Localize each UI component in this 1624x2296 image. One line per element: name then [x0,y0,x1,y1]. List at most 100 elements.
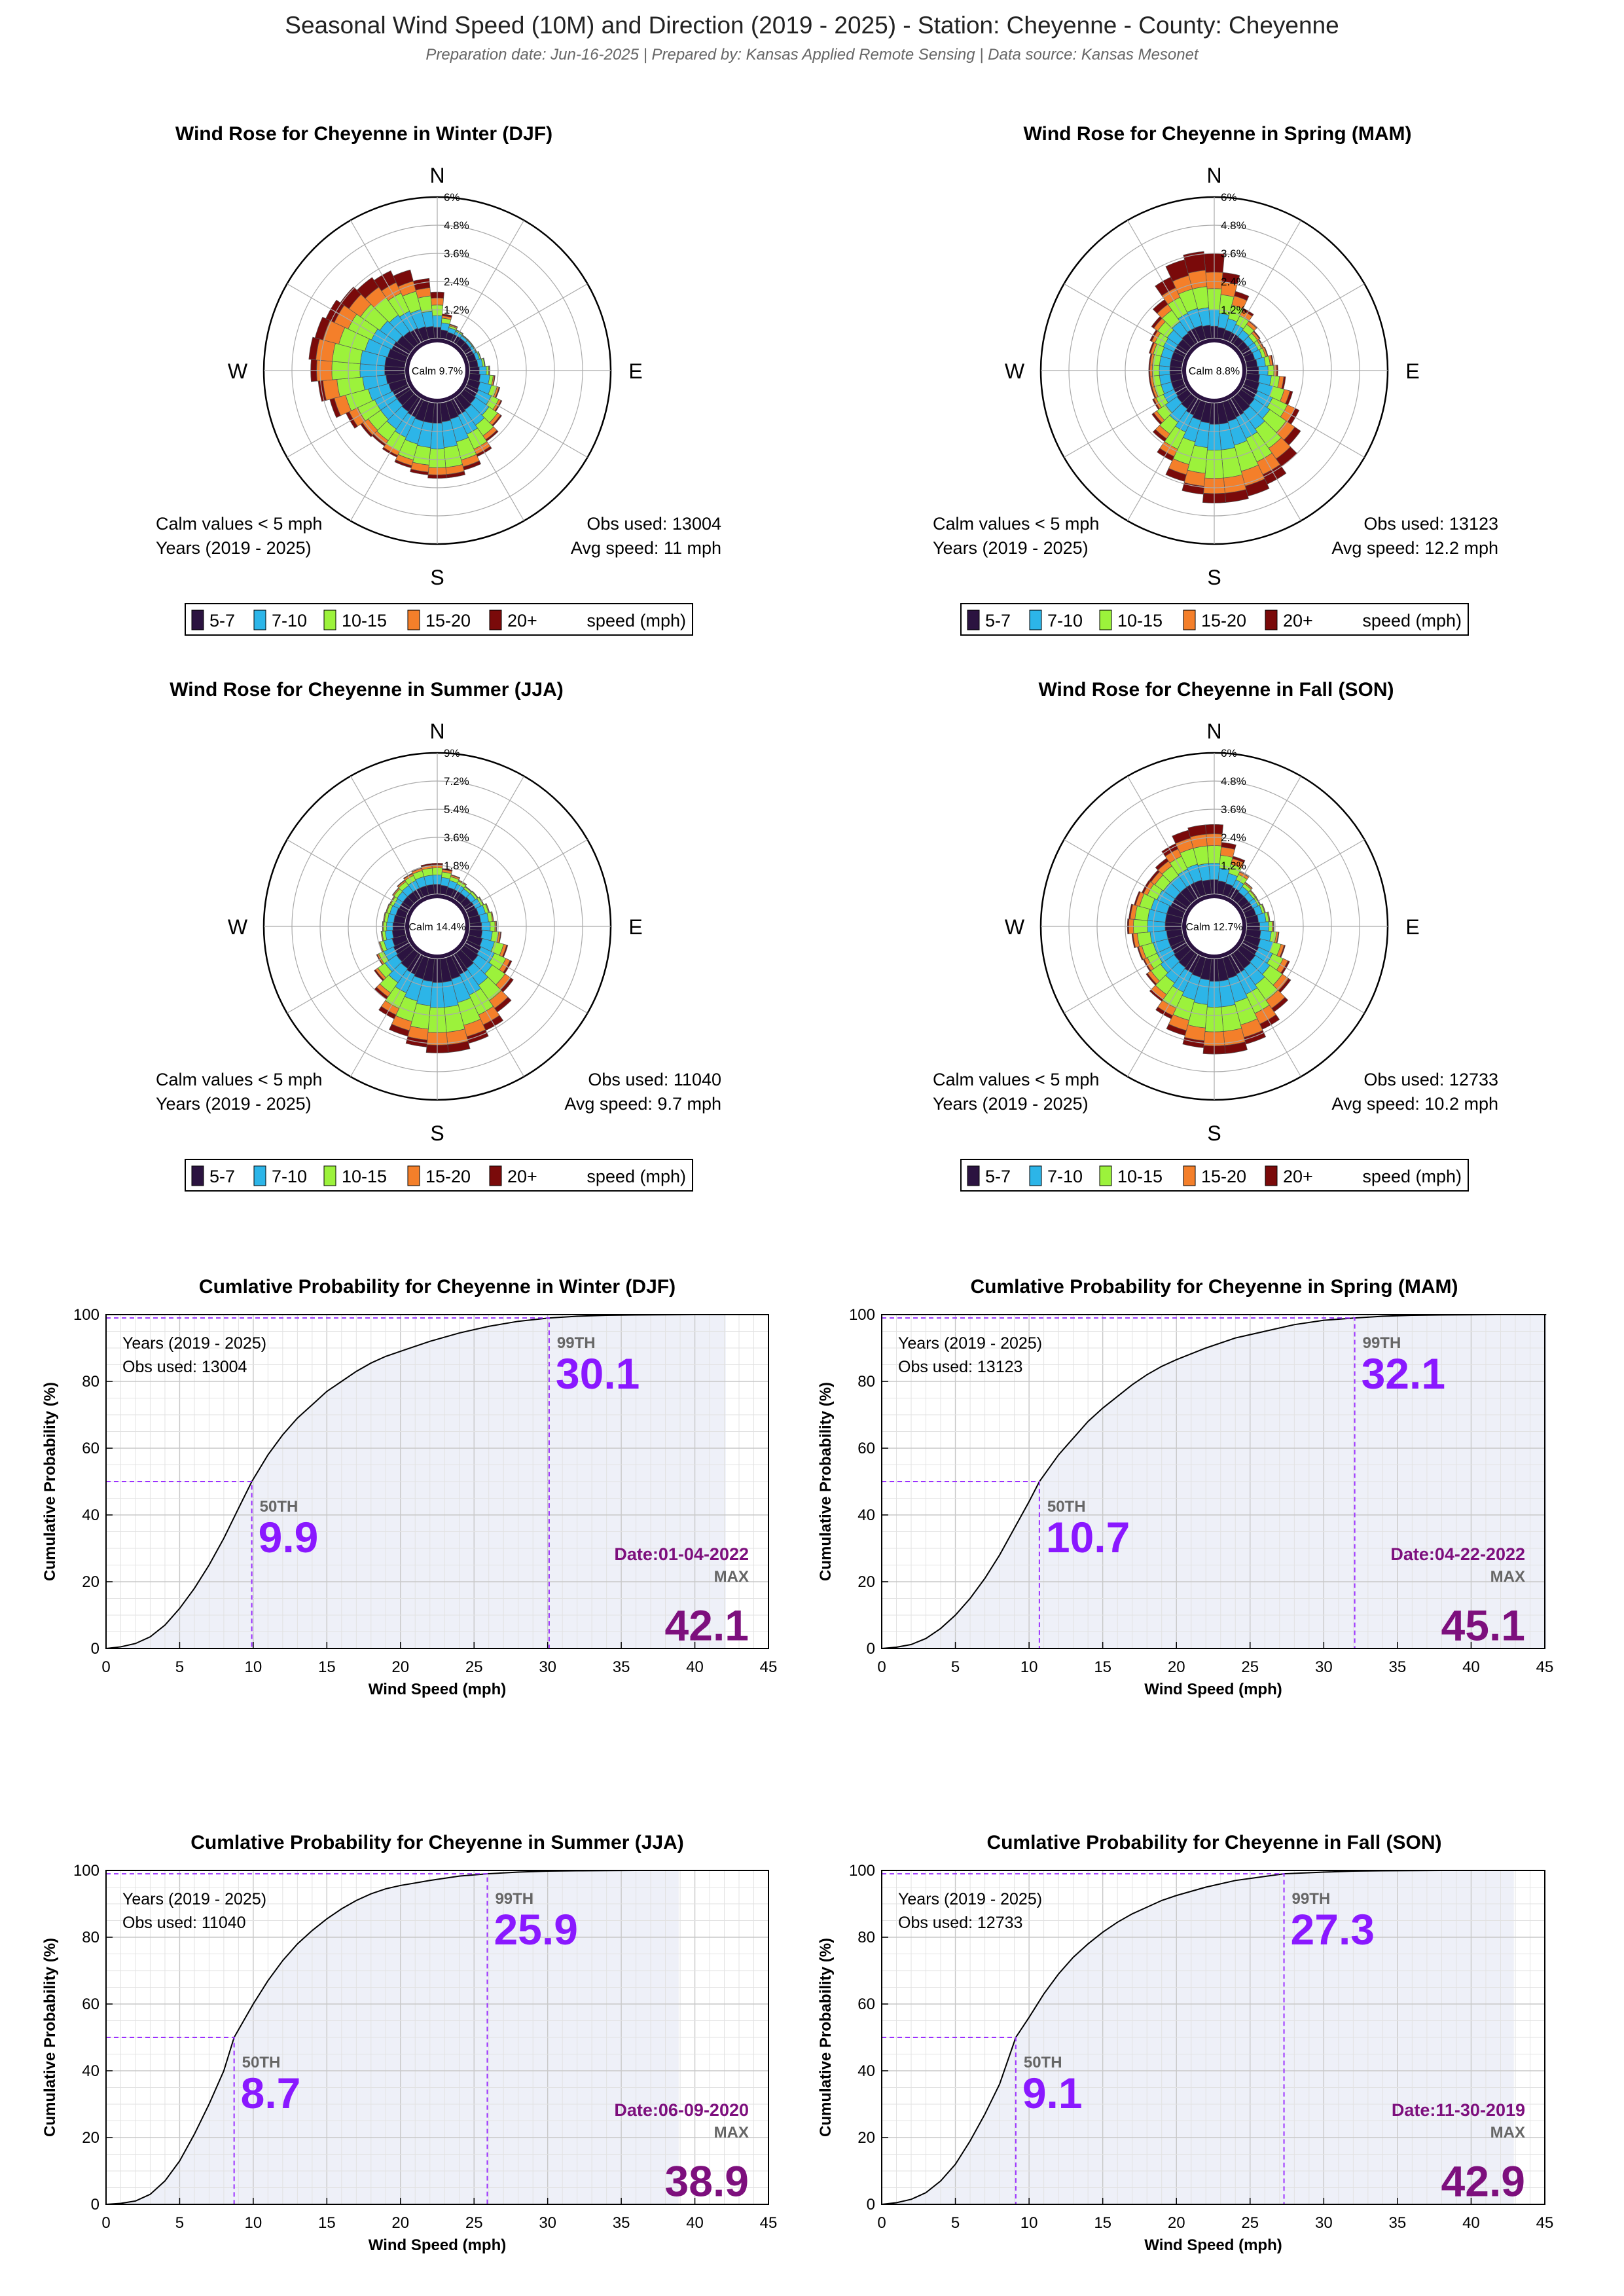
rose-ring-label: 2.4% [1221,831,1246,844]
legend-swatch [1183,610,1196,630]
x-tick-label: 5 [951,1658,960,1676]
y-tick-label: 0 [91,2196,99,2214]
rose-ring-label: 3.6% [1221,247,1246,260]
rose-bar-segment [1166,1023,1187,1036]
y-axis-label: Cumulative Probability (%) [817,1938,835,2137]
rose-bar-segment [410,468,429,475]
rose-spoke [1242,386,1365,458]
p99-label: 99TH [495,1890,533,1908]
rose-bar-segment [1182,1037,1205,1048]
x-tick-label: 15 [1094,2214,1111,2232]
figure-subtitle: Preparation date: Jun-16-2025 | Prepared… [425,46,1199,64]
p99-value: 25.9 [494,1905,577,1954]
x-tick-label: 30 [539,2214,556,2232]
legend-label: 20+ [1283,1167,1313,1186]
rose-bar-segment [456,329,464,335]
x-tick-label: 5 [175,2214,184,2232]
legend-swatch [489,610,502,630]
calm-circle [1182,338,1246,403]
cdf-grid [106,1870,768,2204]
x-tick-label: 40 [686,1658,704,1676]
rose-bar-segment [383,912,386,922]
wind-rose-1: Wind Rose for Cheyenne in Spring (MAM) 1.… [933,123,1498,636]
compass-e: E [1405,915,1419,939]
x-axis-label: Wind Speed (mph) [369,1681,506,1698]
rose-spoke [350,220,422,342]
legend-label: 7-10 [1047,611,1083,630]
rose-spoke [1242,839,1365,911]
max-date: Date:11-30-2019 [1392,2100,1525,2120]
rose-note-avg: Avg speed: 9.7 mph [564,1094,721,1114]
y-tick-label: 100 [849,1862,875,1880]
rose-spoke [287,839,409,911]
x-tick-label: 25 [1241,1658,1259,1676]
cdf-chart-3: Cumlative Probability for Cheyenne in Fa… [817,1832,1553,2254]
y-tick-label: 60 [857,1440,875,1457]
rose-rings [262,752,612,1101]
legend-box [185,603,693,636]
y-tick-label: 100 [73,1862,99,1880]
legend-swatch [1265,1165,1278,1186]
x-tick-label: 30 [1315,2214,1333,2232]
rose-note-years: Years (2019 - 2025) [156,538,312,558]
max-label: MAX [714,2124,749,2141]
legend-swatch [1029,610,1042,630]
x-tick-label: 0 [877,1658,886,1676]
y-tick-label: 100 [849,1306,875,1324]
legend-swatch [191,1165,204,1186]
p99-label: 99TH [557,1334,596,1352]
rose-note-calm: Calm values < 5 mph [933,1070,1099,1089]
y-tick-label: 60 [857,1995,875,2013]
rose-bar-segment [1244,881,1253,889]
rose-spoke [1127,220,1199,342]
legend-swatch [967,610,980,630]
max-label: MAX [1490,2124,1525,2141]
calm-label: Calm 8.8% [1189,366,1240,377]
p99-value: 27.3 [1291,1905,1375,1954]
legend-box [960,1159,1469,1192]
plot-frame [881,1314,1545,1649]
x-tick-label: 5 [951,2214,960,2232]
rose-spoke [350,776,422,898]
cdf-title: Cumlative Probability for Cheyenne in Wi… [199,1276,676,1298]
y-tick-label: 80 [82,1373,99,1391]
y-tick-label: 60 [82,1440,99,1457]
p50-label: 50TH [1024,2054,1062,2071]
legend-label: 5-7 [985,1167,1011,1186]
wind-rose-2: Wind Rose for Cheyenne in Summer (JJA) 1.… [156,679,721,1192]
rose-bar-segment [449,323,458,328]
x-tick-label: 20 [391,1658,409,1676]
rose-bar-segment [1234,291,1250,301]
p50-value: 9.9 [259,1513,319,1561]
x-tick-label: 25 [465,1658,483,1676]
legend-box [185,1159,693,1192]
rose-note-avg: Avg speed: 10.2 mph [1331,1094,1498,1114]
rose-note-avg: Avg speed: 12.2 mph [1331,538,1498,558]
rose-bar-segment [441,314,452,318]
legend-swatch [253,610,266,630]
rose-bar-segment [458,879,467,885]
legend-swatch [489,1165,502,1186]
compass-s: S [1207,1121,1221,1145]
rose-spoke [1230,220,1302,342]
rose-ring-label: 5.4% [444,803,469,816]
rose-spoke [1242,942,1365,1014]
rose-bar-segment [374,969,385,981]
max-value: 45.1 [1441,1601,1525,1650]
cdf-grid [106,1315,768,1649]
x-tick-label: 20 [1168,2214,1185,2232]
legend-label: 10-15 [342,611,387,630]
rose-title: Wind Rose for Cheyenne in Summer (JJA) [170,679,564,701]
p50-value: 9.1 [1022,2069,1083,2117]
cdf-title: Cumlative Probability for Cheyenne in Su… [190,1832,684,1853]
rose-bar-segment [394,459,412,469]
p50-guide [106,2037,235,2204]
y-tick-label: 0 [91,1640,99,1658]
x-tick-label: 45 [760,1658,778,1676]
rose-note-obs: Obs used: 13123 [1363,514,1498,534]
rose-bar-segment [1152,429,1167,442]
legend-label: 10-15 [1117,611,1163,630]
rose-spoke [350,955,422,1077]
legend-swatch [1029,1165,1042,1186]
x-tick-label: 0 [877,2214,886,2232]
